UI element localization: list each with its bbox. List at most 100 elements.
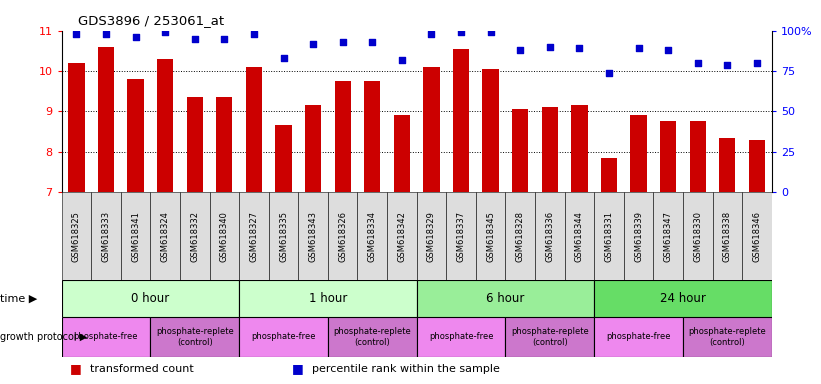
Text: GDS3896 / 253061_at: GDS3896 / 253061_at bbox=[78, 14, 224, 27]
Text: GSM618325: GSM618325 bbox=[72, 211, 81, 262]
Point bbox=[750, 60, 764, 66]
Point bbox=[247, 31, 260, 37]
Point bbox=[365, 39, 378, 45]
Point bbox=[484, 29, 498, 35]
Bar bbox=[387, 192, 416, 280]
Bar bbox=[719, 137, 736, 384]
Text: time ▶: time ▶ bbox=[0, 293, 37, 304]
Point bbox=[544, 44, 557, 50]
Point bbox=[218, 36, 231, 42]
Point bbox=[573, 45, 586, 51]
Text: phosphate-replete
(control): phosphate-replete (control) bbox=[156, 327, 234, 347]
Bar bbox=[416, 317, 506, 357]
Text: GSM618335: GSM618335 bbox=[279, 211, 288, 262]
Bar bbox=[121, 192, 150, 280]
Bar bbox=[416, 192, 447, 280]
Text: GSM618346: GSM618346 bbox=[752, 211, 761, 262]
Bar bbox=[127, 79, 144, 384]
Point bbox=[455, 29, 468, 35]
Bar bbox=[713, 192, 742, 280]
Point bbox=[603, 70, 616, 76]
Bar bbox=[749, 140, 765, 384]
Bar bbox=[453, 49, 469, 384]
Text: GSM618343: GSM618343 bbox=[309, 211, 318, 262]
Point bbox=[158, 29, 172, 35]
Text: phosphate-free: phosphate-free bbox=[251, 333, 316, 341]
Bar bbox=[328, 317, 416, 357]
Text: phosphate-free: phosphate-free bbox=[74, 333, 138, 341]
Point bbox=[99, 31, 112, 37]
Text: ■: ■ bbox=[70, 362, 81, 375]
Bar bbox=[571, 105, 588, 384]
Text: percentile rank within the sample: percentile rank within the sample bbox=[312, 364, 500, 374]
Text: 1 hour: 1 hour bbox=[309, 292, 347, 305]
Bar bbox=[394, 115, 410, 384]
Bar bbox=[298, 192, 328, 280]
Text: GSM618330: GSM618330 bbox=[693, 211, 702, 262]
Point bbox=[395, 57, 408, 63]
Bar bbox=[742, 192, 772, 280]
Bar bbox=[268, 192, 298, 280]
Bar bbox=[535, 192, 565, 280]
Bar bbox=[328, 192, 357, 280]
Text: GSM618327: GSM618327 bbox=[250, 211, 259, 262]
Text: GSM618328: GSM618328 bbox=[516, 211, 525, 262]
Bar bbox=[239, 192, 268, 280]
Bar bbox=[157, 59, 173, 384]
Bar bbox=[542, 108, 558, 384]
Bar bbox=[483, 69, 499, 384]
Bar bbox=[62, 192, 91, 280]
Bar bbox=[506, 317, 594, 357]
Bar bbox=[631, 115, 647, 384]
Bar bbox=[660, 121, 677, 384]
Bar bbox=[424, 67, 439, 384]
Point bbox=[277, 55, 290, 61]
Text: GSM618326: GSM618326 bbox=[338, 211, 347, 262]
Bar bbox=[601, 158, 617, 384]
Bar bbox=[98, 47, 114, 384]
Text: 0 hour: 0 hour bbox=[131, 292, 169, 305]
Text: growth protocol ▶: growth protocol ▶ bbox=[0, 332, 87, 342]
Text: phosphate-free: phosphate-free bbox=[429, 333, 493, 341]
Bar bbox=[624, 192, 654, 280]
Bar bbox=[416, 280, 594, 317]
Point bbox=[514, 47, 527, 53]
Text: phosphate-replete
(control): phosphate-replete (control) bbox=[511, 327, 589, 347]
Point bbox=[721, 61, 734, 68]
Text: GSM618333: GSM618333 bbox=[102, 210, 111, 262]
Point bbox=[70, 31, 83, 37]
Bar bbox=[180, 192, 209, 280]
Text: transformed count: transformed count bbox=[90, 364, 194, 374]
Text: GSM618347: GSM618347 bbox=[663, 211, 672, 262]
Point bbox=[691, 60, 704, 66]
Bar bbox=[476, 192, 506, 280]
Bar bbox=[62, 317, 150, 357]
Text: GSM618339: GSM618339 bbox=[634, 211, 643, 262]
Bar bbox=[150, 192, 180, 280]
Bar bbox=[683, 317, 772, 357]
Bar bbox=[506, 192, 535, 280]
Text: GSM618331: GSM618331 bbox=[604, 211, 613, 262]
Point bbox=[632, 45, 645, 51]
Bar bbox=[245, 67, 262, 384]
Bar bbox=[239, 280, 416, 317]
Text: GSM618338: GSM618338 bbox=[722, 210, 732, 262]
Point bbox=[129, 34, 142, 40]
Text: GSM618336: GSM618336 bbox=[545, 210, 554, 262]
Point bbox=[336, 39, 349, 45]
Text: GSM618342: GSM618342 bbox=[397, 211, 406, 262]
Text: GSM618341: GSM618341 bbox=[131, 211, 140, 262]
Text: GSM618332: GSM618332 bbox=[190, 211, 200, 262]
Bar bbox=[150, 317, 239, 357]
Bar bbox=[690, 121, 706, 384]
Bar bbox=[654, 192, 683, 280]
Bar bbox=[365, 81, 380, 384]
Bar bbox=[683, 192, 713, 280]
Text: ■: ■ bbox=[291, 362, 303, 375]
Text: GSM618337: GSM618337 bbox=[456, 210, 466, 262]
Bar bbox=[216, 97, 232, 384]
Bar bbox=[186, 97, 203, 384]
Point bbox=[188, 36, 201, 42]
Text: 24 hour: 24 hour bbox=[660, 292, 706, 305]
Bar bbox=[565, 192, 594, 280]
